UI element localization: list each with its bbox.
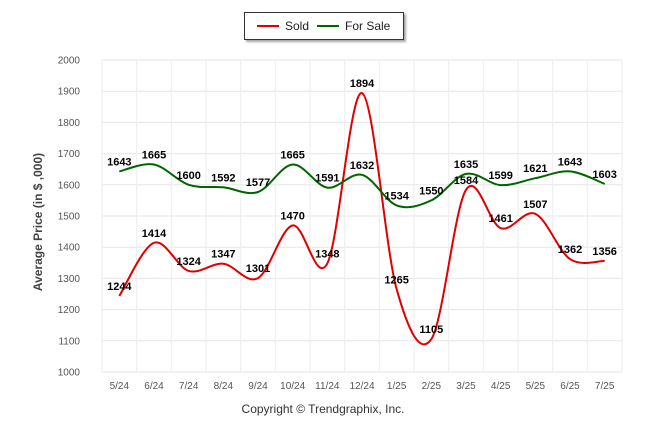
data-label-sold: 1362 [558,244,582,256]
data-label-sold: 1356 [592,246,616,258]
data-label-for-sale: 1643 [558,156,582,168]
x-tick-label: 6/25 [560,381,580,392]
y-tick-label: 1800 [58,118,81,129]
series-line-for-sale [119,163,606,209]
x-tick-label: 9/24 [248,381,268,392]
x-tick-label: 2/25 [422,381,442,392]
data-label-for-sale: 1643 [107,156,131,168]
series-lines [118,92,606,346]
x-tick-label: 12/24 [349,381,374,392]
data-label-for-sale: 1534 [384,190,409,202]
x-tick-label: 7/24 [179,381,199,392]
data-label-sold: 1461 [488,213,512,225]
x-tick-label: 7/25 [595,381,615,392]
y-tick-label: 1100 [58,336,80,347]
data-label-sold: 1414 [142,228,167,240]
series-line-sold [118,92,605,346]
y-tick-label: 1200 [58,305,81,316]
y-tick-label: 1300 [58,274,81,285]
legend-item-for-sale[interactable]: For Sale [317,13,390,39]
x-tick-label: 6/24 [144,381,164,392]
y-tick-label: 1000 [58,368,81,379]
data-label-sold: 1324 [176,256,201,268]
data-label-for-sale: 1665 [280,150,304,162]
data-label-for-sale: 1599 [488,170,512,182]
y-tick-label: 1900 [58,87,81,98]
y-tick-label: 1600 [58,180,81,191]
gridlines [101,59,623,373]
data-label-for-sale: 1591 [315,173,339,185]
legend-swatch-for-sale [317,25,339,27]
data-label-sold: 1348 [315,248,339,260]
y-axis-label: Average Price (in $ ,000) [31,152,45,292]
y-tick-label: 1700 [58,149,81,160]
data-label-sold: 1105 [419,324,443,336]
x-tick-label: 5/24 [110,381,130,392]
x-tick-label: 3/25 [456,381,476,392]
data-label-for-sale: 1600 [176,170,200,182]
x-tick-label: 10/24 [280,381,305,392]
y-tick-label: 2000 [58,56,81,67]
data-label-for-sale: 1577 [246,177,270,189]
x-tick-label: 4/25 [491,381,511,392]
y-tick-label: 1400 [58,243,81,254]
copyright: Copyright © Trendgraphix, Inc. [241,402,405,416]
data-label-for-sale: 1635 [454,159,478,171]
data-label-sold: 1347 [211,249,235,261]
legend-swatch-sold [257,25,279,27]
legend-item-sold[interactable]: Sold [257,13,309,39]
data-label-sold: 1244 [107,281,132,293]
data-label-sold: 1507 [523,199,547,211]
data-label-sold: 1584 [454,175,479,187]
x-tick-label: 8/24 [214,381,234,392]
data-label-sold: 1470 [280,210,304,222]
legend-label-for-sale: For Sale [345,19,391,33]
data-label-for-sale: 1550 [419,185,443,197]
data-label-for-sale: 1621 [523,163,547,175]
data-label-for-sale: 1665 [142,150,166,162]
x-tick-label: 11/24 [315,381,340,392]
x-tick-label: 1/25 [387,381,407,392]
data-label-for-sale: 1632 [350,160,374,172]
legend-label-sold: Sold [285,19,310,33]
y-tick-label: 1500 [58,212,81,223]
data-label-for-sale: 1592 [211,172,235,184]
x-tick-label: 5/25 [526,381,546,392]
data-label-sold: 1894 [350,78,375,90]
data-label-sold: 1265 [384,274,408,286]
y-axis-ticks: 1000 1100 1200 1300 1400 1500 1600 1700 1800 1900… [58,56,81,379]
data-labels: 1244 1414 1324 1347 1301 1470 1348 1894 1265 1105… [107,78,617,336]
x-axis-ticks: 5/24 6/24 7/24 8/24 9/24 10/24 11/24 12/24 1/25 2… [110,381,615,392]
data-label-sold: 1301 [246,263,270,275]
data-label-for-sale: 1603 [592,169,616,181]
legend: Sold For Sale [244,12,404,40]
